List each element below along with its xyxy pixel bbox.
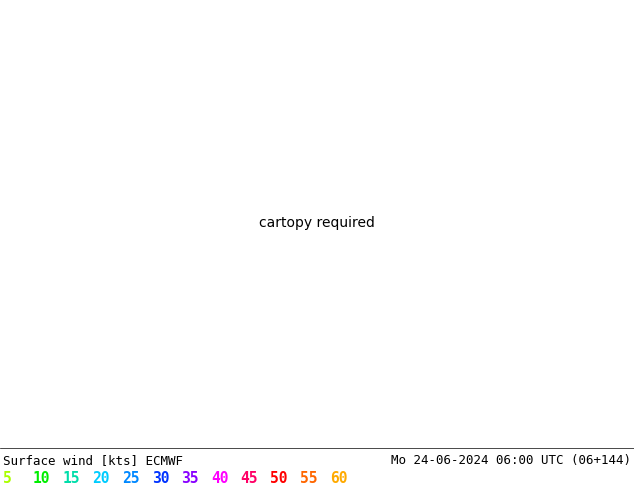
Text: 60: 60 (330, 471, 347, 487)
Text: cartopy required: cartopy required (259, 216, 375, 230)
Text: 40: 40 (211, 471, 228, 487)
Text: 35: 35 (181, 471, 199, 487)
Text: 30: 30 (152, 471, 169, 487)
Text: 10: 10 (33, 471, 50, 487)
Text: 25: 25 (122, 471, 139, 487)
Text: 15: 15 (63, 471, 80, 487)
Text: Mo 24-06-2024 06:00 UTC (06+144): Mo 24-06-2024 06:00 UTC (06+144) (391, 454, 631, 467)
Text: 45: 45 (241, 471, 258, 487)
Text: 55: 55 (300, 471, 318, 487)
Text: 5: 5 (3, 471, 12, 487)
Text: Surface wind [kts] ECMWF: Surface wind [kts] ECMWF (3, 454, 183, 467)
Text: 50: 50 (270, 471, 288, 487)
Text: 20: 20 (92, 471, 110, 487)
